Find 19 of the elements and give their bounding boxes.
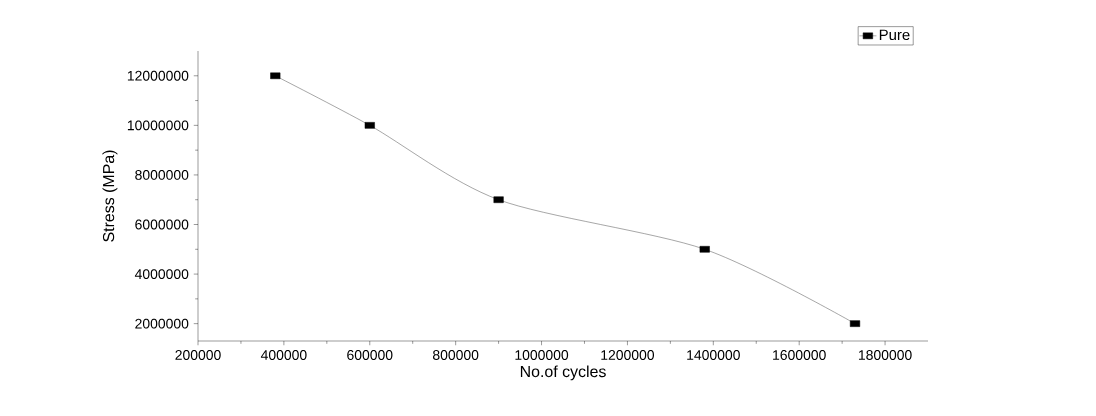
legend-label: Pure — [879, 29, 910, 41]
y-tick-label: 8000000 — [135, 169, 189, 180]
y-tick-label: 2000000 — [135, 318, 189, 329]
x-tick-label: 600000 — [347, 350, 393, 360]
y-tick-label: 12000000 — [127, 70, 189, 81]
y-tick-label: 6000000 — [135, 219, 189, 230]
y-tick-label: 10000000 — [127, 120, 189, 131]
x-tick-label: 800000 — [432, 350, 479, 360]
x-axis-title: No.of cycles — [520, 365, 606, 381]
x-tick-label: 200000 — [175, 350, 221, 360]
x-tick-label: 1200000 — [601, 350, 655, 360]
y-axis-title: Stress (MPa) — [102, 150, 118, 242]
x-tick-label: 1600000 — [773, 350, 826, 360]
x-tick-label: 1400000 — [687, 350, 740, 360]
x-tick-label: 400000 — [260, 350, 307, 360]
point — [270, 72, 281, 80]
x-tick-label: 1800000 — [858, 350, 912, 360]
x-tick-label: 1000000 — [515, 350, 569, 360]
y-tick-label: 4000000 — [134, 269, 189, 280]
